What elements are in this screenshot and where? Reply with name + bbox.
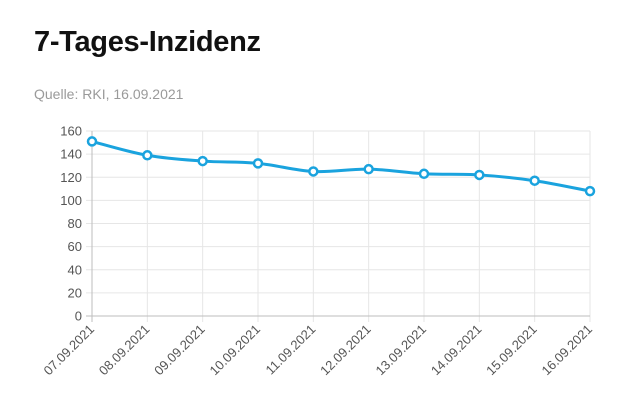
axes: [91, 131, 590, 317]
y-tick-label: 20: [68, 285, 82, 300]
y-tick-label: 60: [68, 239, 82, 254]
x-tick-label: 09.09.2021: [151, 322, 208, 379]
data-point: [474, 169, 485, 181]
series-line: [90, 139, 592, 193]
x-tick-label: 16.09.2021: [538, 322, 595, 379]
x-tick-label: 12.09.2021: [317, 322, 374, 379]
y-tick-label: 80: [68, 216, 82, 231]
data-point: [86, 136, 98, 147]
y-tick-label: 120: [60, 170, 82, 185]
x-axis-ticks: 07.09.202108.09.202109.09.202110.09.2021…: [40, 322, 595, 379]
data-point: [418, 168, 430, 180]
chart-source: Quelle: RKI, 16.09.2021: [34, 86, 184, 102]
x-tick-label: 10.09.2021: [206, 322, 263, 379]
data-point: [142, 150, 153, 161]
x-tick-label: 13.09.2021: [372, 322, 429, 379]
x-tick-label: 07.09.2021: [40, 322, 97, 379]
y-tick-label: 0: [75, 309, 82, 324]
data-point: [363, 163, 374, 175]
data-point: [252, 158, 264, 169]
y-tick-label: 100: [60, 193, 82, 208]
y-tick-label: 160: [60, 124, 82, 139]
data-point: [584, 185, 596, 197]
data-point: [529, 175, 540, 186]
y-tick-label: 140: [60, 147, 82, 162]
x-tick-label: 11.09.2021: [263, 322, 319, 378]
series: [86, 136, 596, 197]
grid: [86, 130, 591, 322]
data-point: [308, 166, 319, 177]
y-axis-ticks: 0 20 40 60 80 100 120 140 160: [60, 124, 82, 324]
y-tick-label: 40: [68, 262, 82, 277]
data-point: [197, 155, 208, 167]
x-tick-label: 08.09.2021: [96, 322, 153, 379]
x-tick-label: 14.09.2021: [428, 322, 485, 379]
chart-title: 7-Tages-Inzidenz: [34, 26, 261, 58]
x-tick-label: 15.09.2021: [483, 322, 540, 379]
